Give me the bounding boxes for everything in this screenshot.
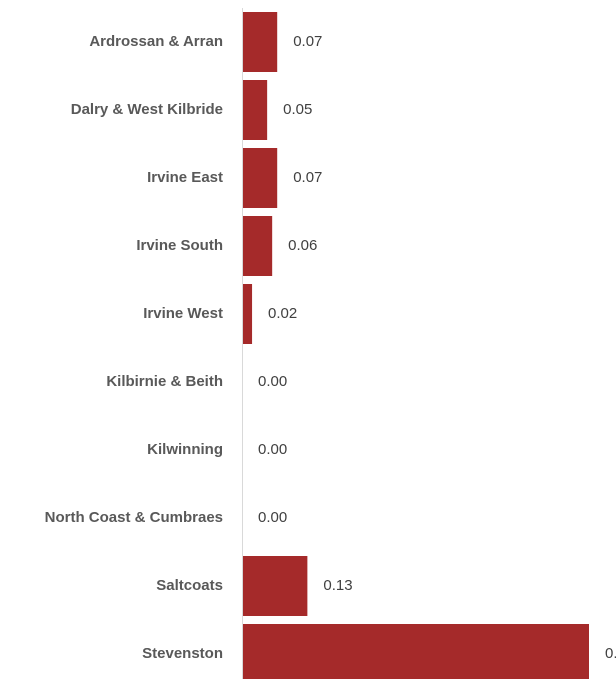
category-label-kilwinning: Kilwinning [147,441,223,458]
bar-saltcoats [242,556,308,616]
category-label-irvine-south: Irvine South [136,237,223,254]
value-label-ardrossan-and-arran: 0.07 [293,33,322,50]
value-label-irvine-south: 0.06 [288,237,317,254]
bar-irvine-south [242,216,273,276]
bar-ardrossan-and-arran [242,12,278,72]
bars [242,12,589,679]
category-labels: Ardrossan & Arran Dalry & West Kilbride Ir… [45,33,223,662]
category-label-stevenston: Stevenston [142,645,223,662]
bar-irvine-east [242,148,278,208]
value-label-dalry-and-west-kilbride: 0.05 [283,101,312,118]
bar-stevenston [242,624,589,679]
category-label-saltcoats: Saltcoats [156,577,223,594]
value-label-irvine-east: 0.07 [293,169,322,186]
category-label-dalry-and-west-kilbride: Dalry & West Kilbride [71,101,223,118]
value-label-irvine-west: 0.02 [268,305,297,322]
value-label-kilbirnie-and-beith: 0.00 [258,373,287,390]
category-label-irvine-east: Irvine East [147,169,223,186]
bar-irvine-west [242,284,253,344]
value-label-north-coast-and-cumbraes: 0.00 [258,509,287,526]
category-label-kilbirnie-and-beith: Kilbirnie & Beith [106,373,223,390]
value-label-kilwinning: 0.00 [258,441,287,458]
bar-dalry-and-west-kilbride [242,80,268,140]
category-label-ardrossan-and-arran: Ardrossan & Arran [89,33,223,50]
category-label-irvine-west: Irvine West [143,305,223,322]
value-label-saltcoats: 0.13 [323,577,352,594]
category-label-north-coast-and-cumbraes: North Coast & Cumbraes [45,509,223,526]
value-labels: 0.07 0.05 0.07 0.06 0.02 0.00 0.00 0.00 0.13 0.69 [258,33,616,662]
value-label-stevenston: 0.69 [605,645,616,662]
